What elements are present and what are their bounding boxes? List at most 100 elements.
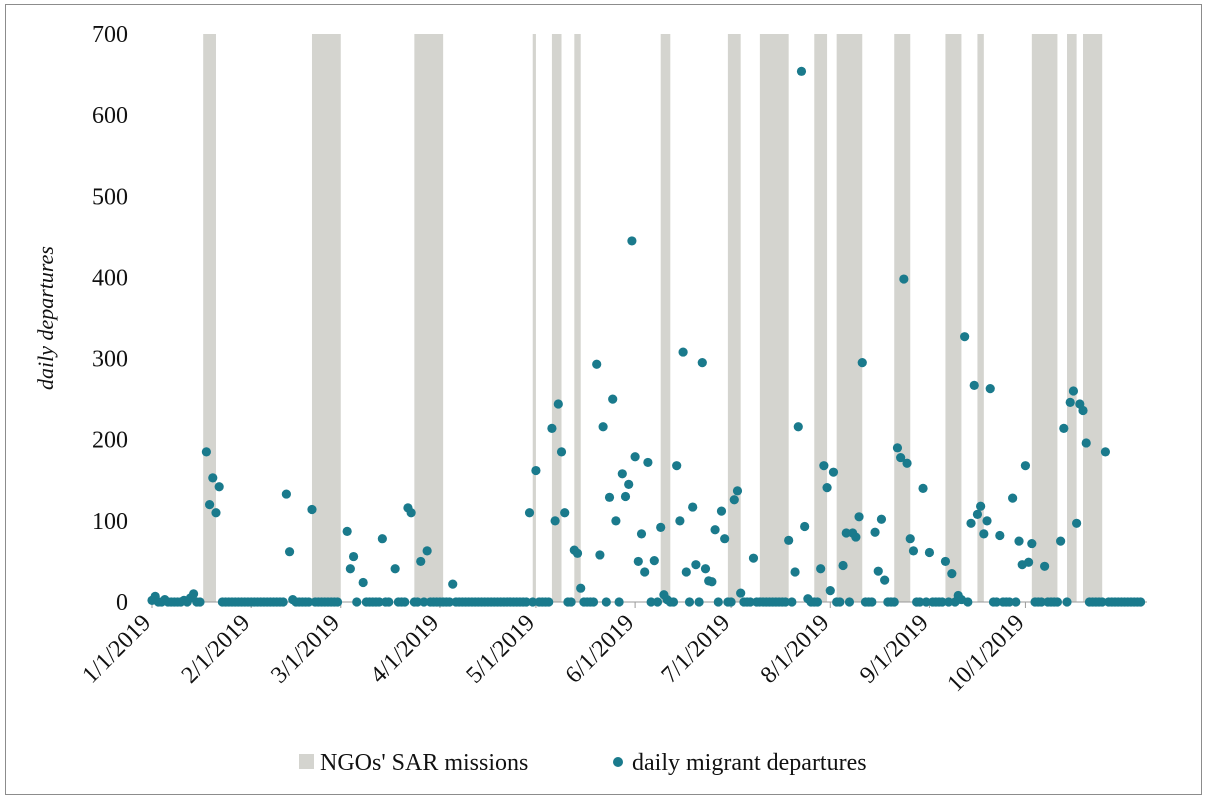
departure-point (899, 274, 909, 284)
sar-mission-band (660, 34, 671, 602)
departure-point (1100, 447, 1111, 457)
departure-point (342, 526, 352, 537)
departure-point (649, 556, 659, 566)
departure-point (822, 482, 832, 493)
departure-point (854, 512, 864, 522)
departure-point (918, 483, 928, 493)
departure-point (448, 579, 458, 589)
sar-mission-band (945, 34, 962, 602)
departure-point (416, 556, 426, 567)
departure-point (633, 556, 643, 567)
departure-point (1004, 597, 1015, 607)
departure-point (524, 508, 535, 518)
departure-point (844, 597, 855, 607)
departure-point (627, 236, 637, 246)
departure-point (732, 486, 743, 496)
chart-legend: NGOs' SAR missions daily migrant departu… (299, 750, 867, 776)
departure-point (681, 567, 691, 577)
sar-mission-band (759, 34, 789, 602)
sar-mission-band (574, 34, 581, 602)
departure-point (726, 597, 736, 607)
departure-point (646, 597, 656, 607)
departure-point (624, 479, 634, 489)
departure-point (345, 564, 355, 574)
departure-point (595, 550, 605, 560)
departure-point (1081, 438, 1091, 448)
sar-mission-band (894, 34, 911, 602)
departure-point (729, 495, 739, 505)
departure-point (780, 597, 791, 607)
departure-point (572, 548, 583, 558)
sar-mission-band (203, 34, 216, 602)
departure-point (678, 347, 688, 357)
departure-point (419, 597, 429, 607)
departure-point (640, 567, 650, 577)
departure-point (966, 518, 976, 528)
departure-point (611, 516, 621, 526)
departure-points (147, 66, 1146, 607)
departure-point (1136, 597, 1146, 607)
y-axis-ticks: 0 100 200 300 400 500 600 700 (92, 22, 128, 616)
sar-mission-band (532, 34, 536, 602)
departure-point (352, 597, 362, 607)
departure-point (944, 597, 954, 607)
departure-point (908, 546, 919, 556)
departure-point (716, 506, 727, 516)
departure-point (896, 452, 906, 463)
departure-point (857, 358, 867, 368)
departure-point (204, 500, 215, 510)
x-tick-label: 10/1/2019 (942, 610, 1029, 697)
y-tick-label: 0 (116, 590, 128, 616)
departure-point (985, 383, 995, 394)
y-tick-label: 500 (92, 184, 128, 210)
x-tick-label: 7/1/2019 (657, 610, 736, 689)
departure-point (902, 458, 912, 468)
departure-point (281, 489, 291, 499)
departure-point (873, 566, 883, 576)
departure-point (211, 508, 221, 518)
x-tick-label: 8/1/2019 (756, 610, 835, 689)
departure-point (1097, 597, 1107, 607)
departure-point (547, 423, 557, 433)
departure-point (348, 551, 359, 562)
departure-point (707, 577, 717, 587)
departure-point (979, 529, 989, 539)
y-tick-label: 600 (92, 103, 128, 129)
departure-point (835, 597, 845, 607)
departure-point (576, 583, 586, 593)
departure-point (307, 504, 317, 515)
departure-point (201, 447, 211, 457)
departure-point (1078, 405, 1088, 416)
departure-point (620, 491, 631, 502)
sar-mission-band (1031, 34, 1058, 602)
departure-point (390, 564, 400, 574)
departure-point (921, 597, 931, 607)
departure-point (643, 457, 653, 468)
x-tick-label: 9/1/2019 (855, 610, 934, 689)
departure-point (672, 461, 682, 471)
departure-point (937, 597, 947, 607)
departure-point (1068, 386, 1079, 396)
departure-point (697, 358, 707, 368)
x-tick-label: 3/1/2019 (266, 610, 345, 689)
departure-point (684, 597, 695, 607)
sar-mission-band (551, 34, 562, 602)
departure-point (889, 597, 899, 607)
departure-point (784, 535, 794, 545)
sar-mission-band (977, 34, 984, 602)
departure-point (940, 556, 951, 567)
sar-mission-band (814, 34, 828, 602)
departure-point (745, 597, 755, 607)
departure-point (1014, 536, 1024, 546)
departure-point (1024, 557, 1034, 567)
departure-point (668, 597, 679, 607)
departure-point (208, 473, 218, 483)
departure-point (284, 547, 295, 557)
y-axis-label: daily departures (33, 246, 58, 390)
departure-point (412, 597, 423, 607)
sar-mission-band (1067, 34, 1077, 602)
departure-point (214, 482, 224, 492)
departure-point (656, 522, 666, 532)
departure-point (947, 569, 957, 579)
departure-point (812, 597, 823, 607)
